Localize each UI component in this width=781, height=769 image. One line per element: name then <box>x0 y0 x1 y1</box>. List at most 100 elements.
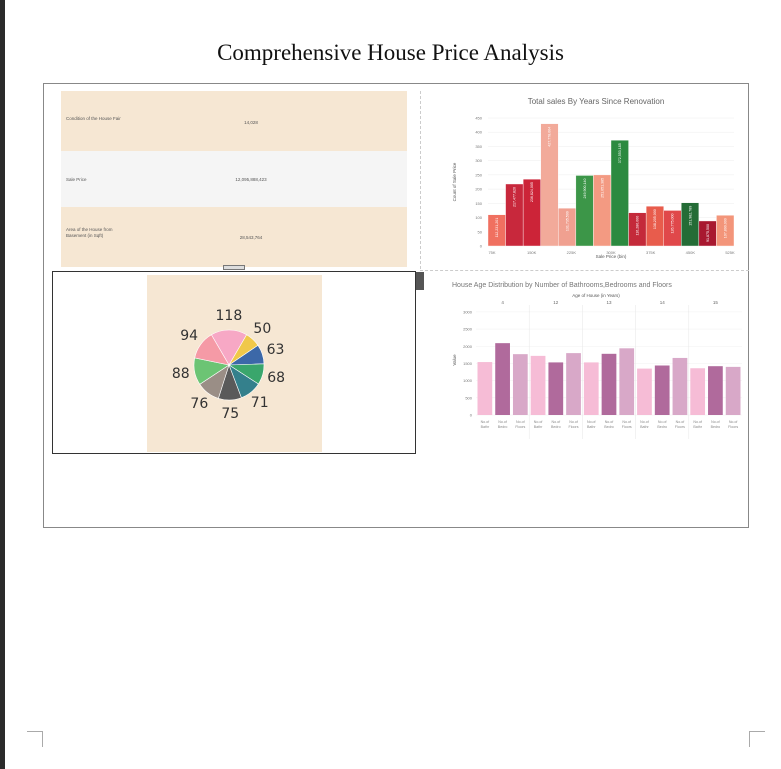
data-label: 107,890,000 <box>723 218 727 238</box>
x-tick-label: Bedro <box>498 425 508 429</box>
panel-drag-handle[interactable] <box>416 272 424 290</box>
x-tick-label: Bedro <box>711 425 721 429</box>
bar <box>548 362 564 415</box>
y-tick-label: 1000 <box>463 378 473 383</box>
pie-slice-label: 68 <box>267 370 286 387</box>
x-tick-label: 225K <box>567 250 577 255</box>
x-tick-label: Floors <box>675 425 685 429</box>
x-tick-label: No.of <box>605 420 614 424</box>
x-tick-label: 525K <box>725 250 735 255</box>
pie-slice-label: 88 <box>171 366 190 383</box>
data-label: 427,778,004 <box>548 127 552 147</box>
pie-slice-label: 63 <box>266 341 285 358</box>
x-tick-label: 450K <box>686 250 696 255</box>
y-tick-label: 450 <box>475 116 482 121</box>
x-tick-label: No.of <box>729 420 738 424</box>
bar <box>495 343 510 415</box>
y-tick-label: 500 <box>465 395 472 400</box>
dashboard-frame <box>43 83 749 528</box>
pie-slice <box>194 334 230 366</box>
y-tick-label: 200 <box>475 187 482 192</box>
bar <box>583 362 599 415</box>
y-tick-label: 3000 <box>463 309 473 314</box>
chart-title: Total sales By Years Since Renovation <box>528 97 665 106</box>
data-label: 112,231,201 <box>495 218 499 238</box>
bar <box>708 366 723 415</box>
kpi-row-basement-area: Area of the House from Basement (in Sqft… <box>61 209 407 267</box>
group-label: 15 <box>713 300 719 305</box>
data-label: 151,982,789 <box>688 206 692 226</box>
x-tick-label: Bedro <box>657 425 667 429</box>
bar <box>601 353 617 415</box>
y-tick-label: 2500 <box>463 327 473 332</box>
data-label: 116,280,000 <box>636 216 640 236</box>
pie-slice-label: 71 <box>250 395 269 412</box>
x-tick-label: No.of <box>622 420 631 424</box>
x-tick-label: Bedro <box>551 425 561 429</box>
group-label: 12 <box>553 300 559 305</box>
group-label: 14 <box>660 300 666 305</box>
x-tick-label: Bedro <box>604 425 614 429</box>
y-tick-label: 2000 <box>463 344 473 349</box>
x-tick-label: No.of <box>658 420 667 424</box>
group-label: 4 <box>501 300 504 305</box>
y-tick-label: 350 <box>475 144 482 149</box>
y-tick-label: 150 <box>475 201 482 206</box>
x-tick-label: Floors <box>515 425 525 429</box>
kpi-label: Sale Price <box>66 177 87 182</box>
bar <box>716 215 735 247</box>
data-label: 249,900,140 <box>583 178 587 198</box>
kpi-label: Condition of the House Fair <box>66 116 121 121</box>
x-tick-label: No.of <box>693 420 702 424</box>
bar <box>725 366 741 415</box>
x-tick-label: No.of <box>711 420 720 424</box>
x-tick-label: No.of <box>587 420 596 424</box>
pie-slice-label: 50 <box>253 321 272 338</box>
x-tick-label: 150K <box>527 250 537 255</box>
resize-handle[interactable] <box>223 265 245 270</box>
divider <box>420 270 749 271</box>
data-label: 251,051,385 <box>600 178 604 198</box>
kpi-row-sale-price: Sale Price 12,095,888,423 <box>61 151 407 207</box>
x-tick-label: Floors <box>622 425 632 429</box>
data-label: 126,775,000 <box>671 213 675 233</box>
x-tick-label: Floors <box>569 425 579 429</box>
bar <box>512 354 528 415</box>
data-label: 217,477,820 <box>513 187 517 207</box>
y-tick-label: 50 <box>478 229 483 234</box>
y-tick-label: 100 <box>475 215 482 220</box>
x-tick-label: Bathr <box>587 425 596 429</box>
data-label: 131,735,599 <box>565 211 569 231</box>
x-axis-label: Sale Price (bin) <box>596 254 627 259</box>
pie-slice-label: 118 <box>215 308 243 324</box>
house-age-distribution-chart: House Age Distribution by Number of Bath… <box>452 282 742 439</box>
chart-title: House Age Distribution by Number of Bath… <box>452 282 672 289</box>
bar <box>610 139 629 247</box>
window-edge <box>0 0 5 769</box>
pie-chart <box>193 329 265 401</box>
x-tick-label: Bathr <box>481 425 490 429</box>
y-tick-label: 0 <box>480 244 483 249</box>
x-tick-label: No.of <box>481 420 490 424</box>
sales-by-years-chart: Total sales By Years Since Renovation Cou… <box>452 97 735 259</box>
bar <box>566 353 581 415</box>
y-axis-label: Count of Sale Price <box>452 162 457 201</box>
x-tick-label: No.of <box>640 420 649 424</box>
bar <box>530 355 546 415</box>
kpi-value: 28,543,764 <box>239 235 263 240</box>
page-corner-mark <box>27 731 43 747</box>
data-label: 236,824,005 <box>530 182 534 202</box>
x-tick-label: Floors <box>728 425 738 429</box>
pie-slice-label: 76 <box>190 396 209 413</box>
chart-subtitle: Age of House (in Years) <box>572 293 620 298</box>
kpi-table: Condition of the House Fair 14,028 Sale … <box>61 91 407 267</box>
bar <box>619 348 635 415</box>
kpi-row-condition: Condition of the House Fair 14,028 <box>61 91 407 149</box>
y-tick-label: 250 <box>475 172 482 177</box>
x-tick-label: Bathr <box>640 425 649 429</box>
pie-slice-label: 94 <box>180 328 199 345</box>
bar <box>540 123 559 247</box>
y-tick-label: 0 <box>470 413 473 418</box>
x-tick-label: 75K <box>488 250 495 255</box>
kpi-value: 14,028 <box>244 120 258 125</box>
